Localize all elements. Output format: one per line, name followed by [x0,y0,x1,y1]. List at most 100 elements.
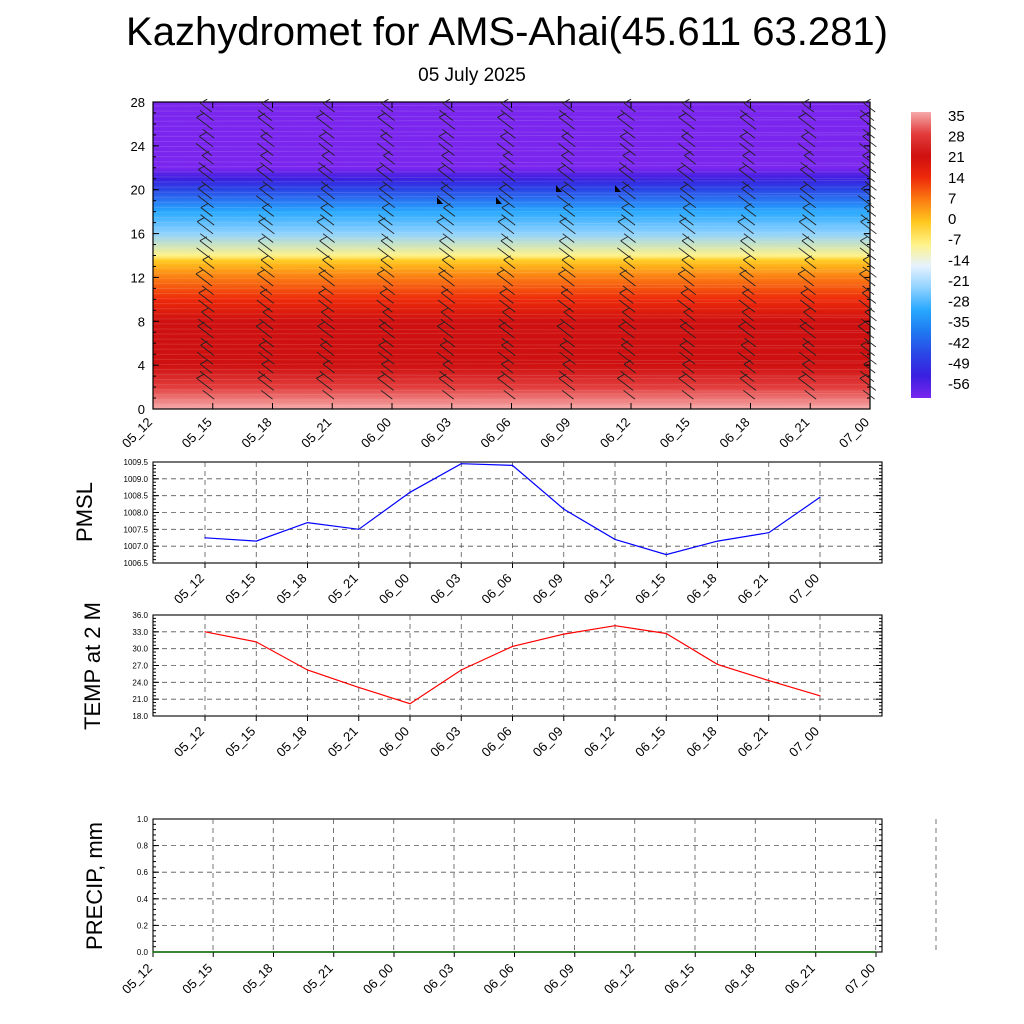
wind-barb [617,221,635,235]
wind-barb [197,321,205,327]
contour-line [152,286,871,289]
wind-barb [680,162,695,174]
contour-line [152,225,871,229]
wind-barb [802,102,815,113]
wind-barb [258,351,275,365]
x-tick-label: 06_12 [581,571,617,607]
wind-barb [801,131,809,137]
wind-barb [743,359,752,365]
wind-barb [383,155,396,165]
wind-barb [558,377,576,391]
y-tick-label: 4 [138,358,145,373]
wind-barb [738,321,746,327]
wind-barb [619,273,636,287]
wind-barb [256,299,273,313]
wind-barb [501,214,516,226]
wind-barb [318,292,333,304]
wind-barb [623,128,636,139]
wind-barb [621,203,629,208]
wind-barb [679,221,696,235]
wind-barbs [195,98,877,400]
x-tick-label: 06_00 [358,415,394,451]
wind-barb [260,389,273,400]
wind-barb [859,273,876,287]
wind-barb [316,351,334,365]
wind-barb [742,155,755,165]
data-point [204,537,206,539]
wind-barb [619,292,634,304]
wind-barb [196,116,213,130]
wind-barb [381,359,389,365]
wind-barb [499,288,507,294]
wind-barb [380,255,389,261]
contour-line [152,316,871,320]
wind-barb [201,307,209,313]
colorbar-label: -7 [948,232,961,249]
data-point [634,951,636,953]
wind-barb [199,109,214,122]
wind-barb [799,318,815,330]
wind-barb [320,318,335,330]
data-point [460,669,462,671]
wind-barb [860,214,875,226]
wind-barb [860,109,875,122]
wind-barb [199,135,214,148]
wind-barb [441,162,456,174]
wind-barb [321,151,330,156]
wind-barb [496,273,514,287]
colorbar: 35 28 21 14 7 0 -7 -14 -21 -28 -35 -42 -49 -56 [911,108,970,398]
wind-barb [501,102,514,113]
wind-barb [862,266,877,278]
wind-barb [623,389,636,400]
wind-barb [201,151,210,156]
wind-barb [683,307,691,313]
wind-barb [859,269,867,275]
wind-barb [196,373,204,379]
wind-barb [799,325,816,339]
wind-barb [497,247,514,261]
wind-barb [441,292,456,304]
wind-barb [560,292,576,304]
x-tick-label: 06_09 [537,415,573,451]
wind-barb [322,102,335,113]
wind-barb [559,221,576,235]
y-tick-label: 1007.0 [124,542,149,551]
wind-barb [679,351,696,365]
wind-barb [741,311,754,322]
wind-barb [681,128,694,139]
x-tick-label: 06_15 [661,961,697,997]
contour-line [152,313,871,316]
wind-pennant [496,197,502,204]
wind-barb [738,299,756,313]
wind-barb [557,165,565,170]
contour-line [152,146,871,149]
wind-barb [800,162,815,174]
x-tick-label: 06_09 [541,961,577,997]
wind-barb [622,307,630,313]
wind-barb [862,151,870,156]
wind-barb [678,373,686,379]
wind-barb [196,247,213,261]
wind-barb [380,135,395,148]
wind-barb [801,109,816,122]
data-point [393,951,395,953]
wind-barb [437,299,455,313]
wind-barb [497,373,505,379]
x-tick-label: 05_15 [222,724,258,760]
wind-barb [561,255,570,261]
wind-barb [861,184,869,189]
wind-barb [739,131,748,137]
wind-barb [260,128,273,139]
wind-barb [200,207,213,217]
wind-barb [197,188,213,200]
wind-barb [559,236,567,242]
wind-barb [202,255,210,261]
wind-barb [860,217,868,223]
wind-barb [860,344,875,356]
data-point [563,633,565,635]
wind-barb [260,285,273,296]
wind-barb [738,325,755,339]
temperature-panel: 18.0 21.0 24.0 27.0 30.0 33.0 36.0 05_12 05_15 05… [80,602,883,760]
colorbar-label: 28 [948,129,965,146]
wind-barb [619,135,635,148]
